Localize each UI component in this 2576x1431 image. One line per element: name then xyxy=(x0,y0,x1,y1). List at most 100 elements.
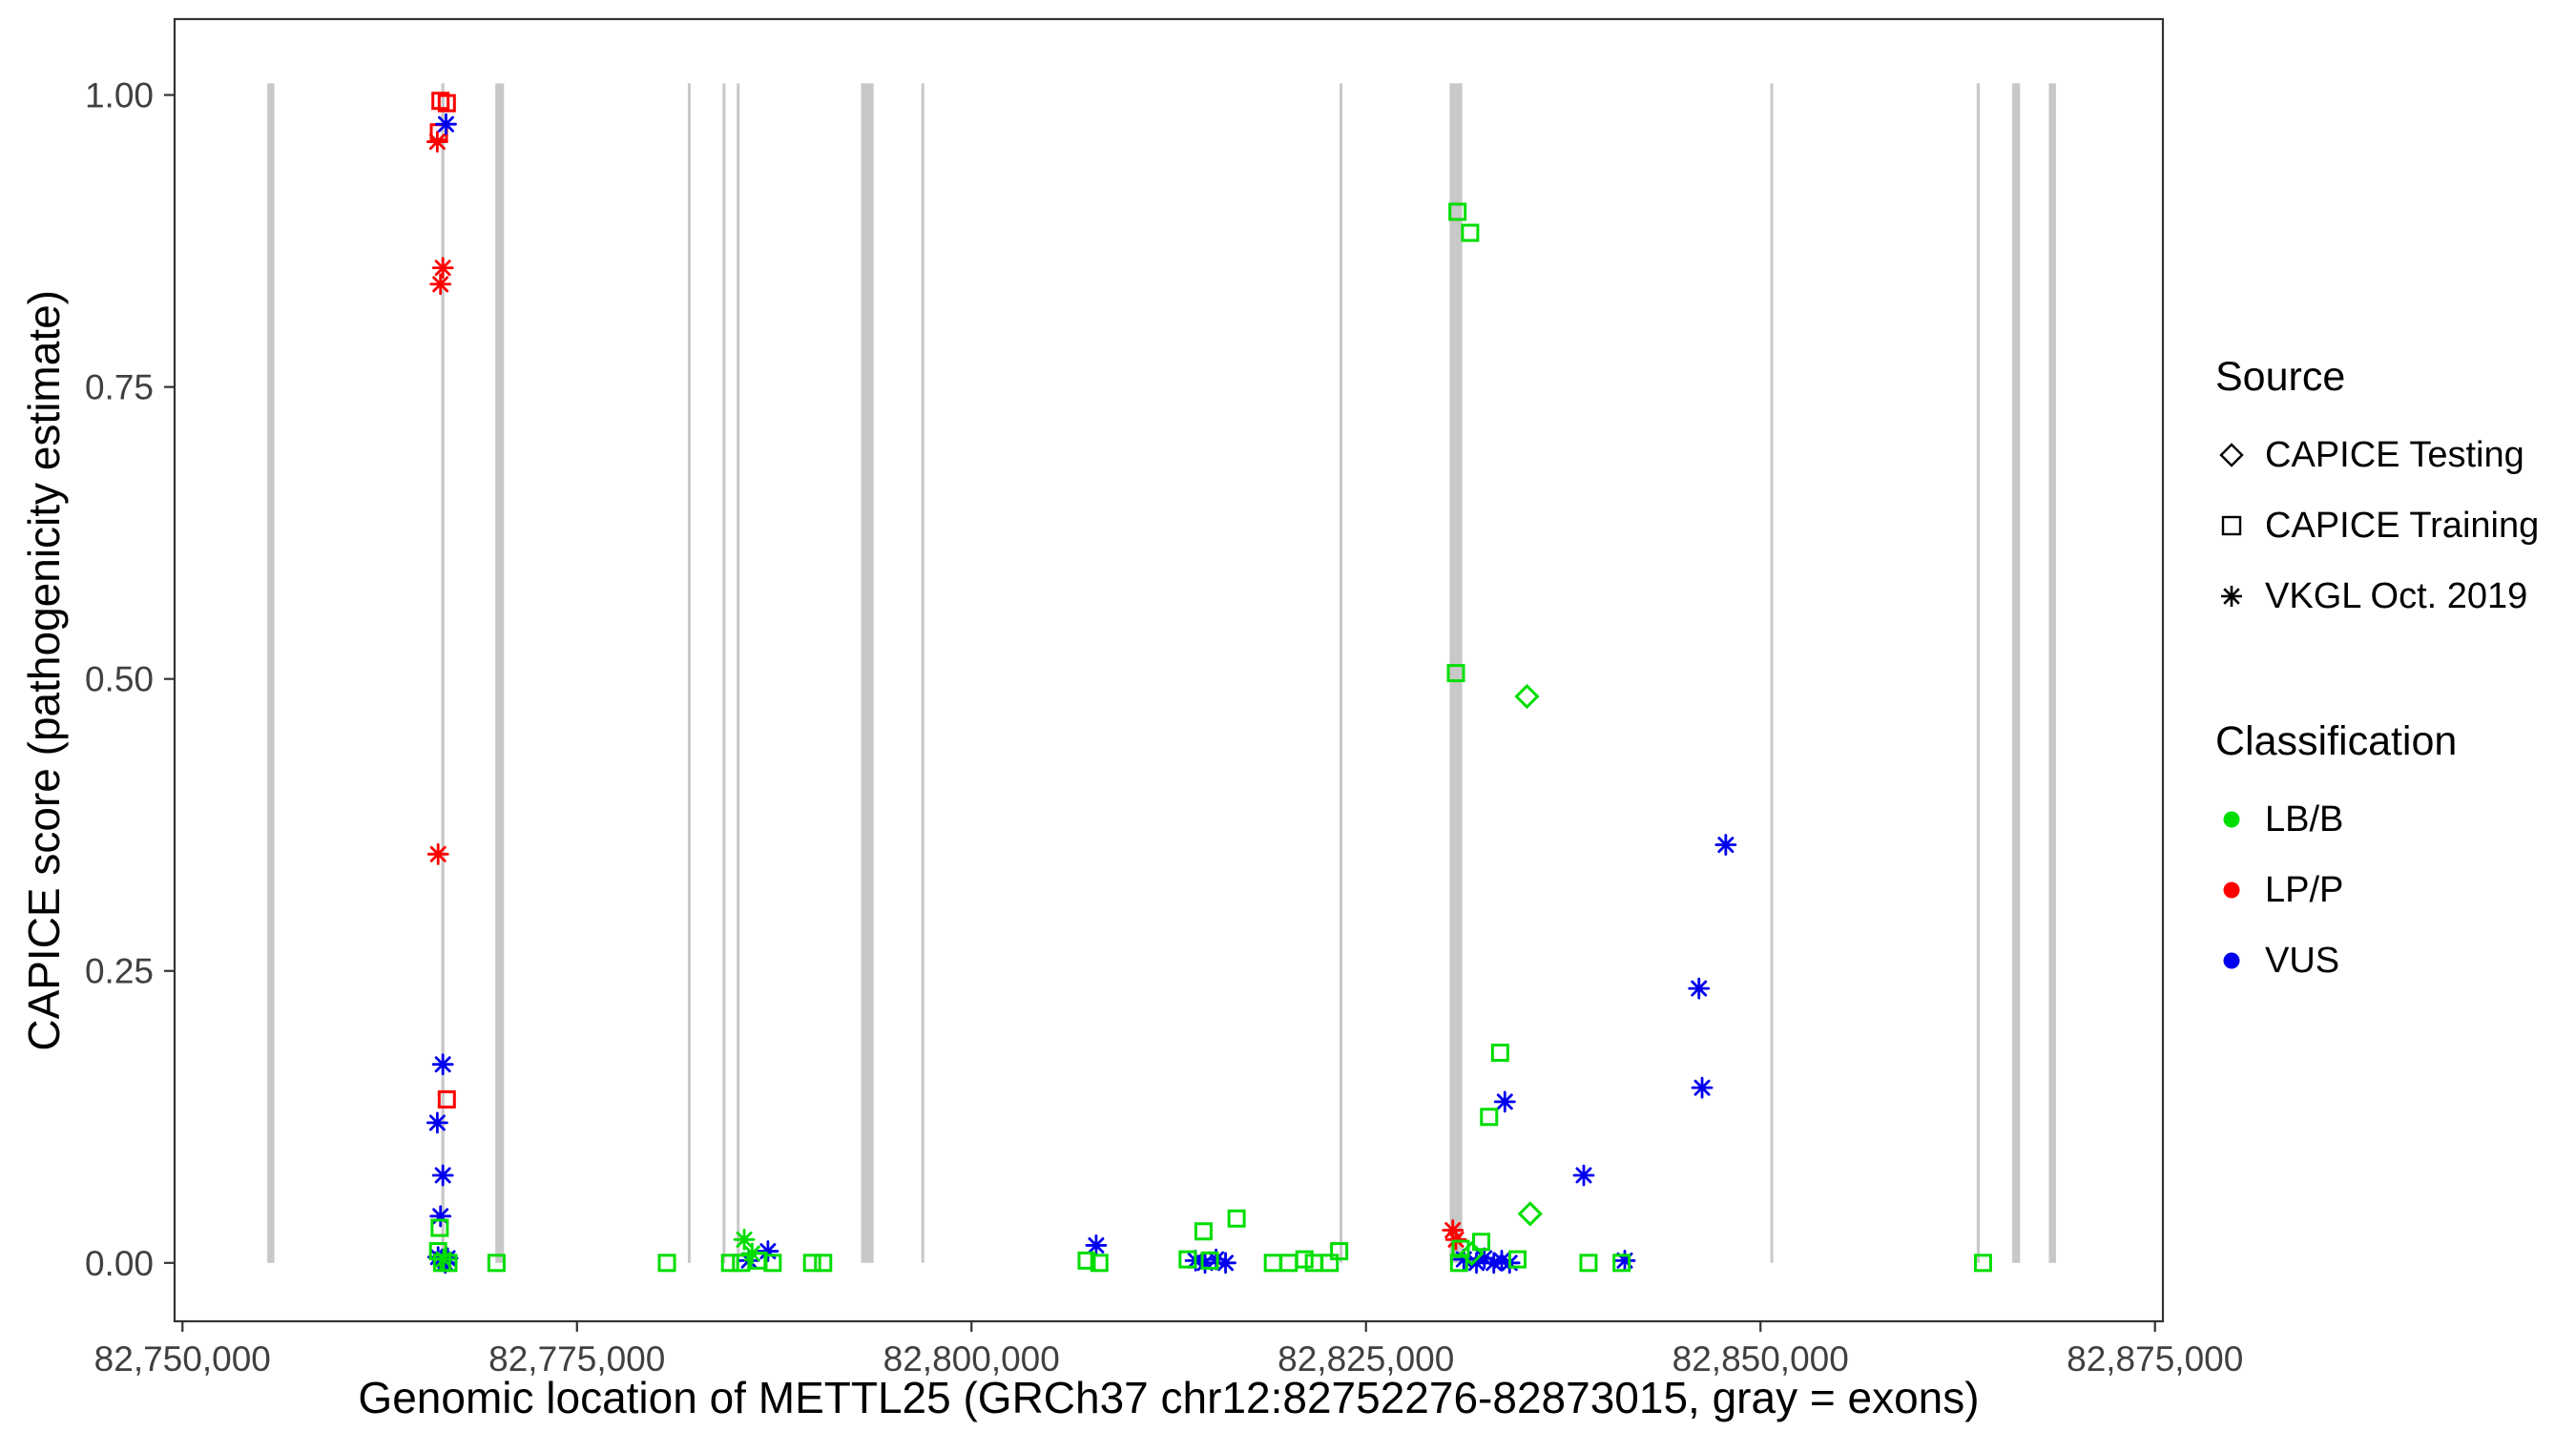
exon-bar xyxy=(2048,83,2056,1263)
legend-item-label: LB/B xyxy=(2265,798,2344,840)
point-training-square xyxy=(437,1089,456,1109)
point-vkgl-asterisk xyxy=(426,1111,448,1134)
exon-bar xyxy=(687,83,691,1263)
legend-item-capice-training: CAPICE Training xyxy=(2215,490,2568,561)
point-training-square xyxy=(1077,1251,1096,1270)
point-training-square xyxy=(437,93,456,113)
point-training-square xyxy=(1448,202,1467,221)
exon-bar xyxy=(1976,83,1981,1263)
x-axis-tick-label: 82,875,000 xyxy=(2067,1339,2243,1379)
point-testing-diamond xyxy=(1517,1201,1543,1227)
legend: Source CAPICE Testing CAPICE Training xyxy=(2215,351,2568,996)
point-training-square xyxy=(802,1254,821,1273)
exon-bar xyxy=(861,83,874,1263)
point-training-square xyxy=(1227,1209,1246,1228)
point-training-square xyxy=(1449,1254,1468,1273)
point-vkgl-asterisk xyxy=(1714,834,1737,856)
exon-bar xyxy=(1340,83,1343,1263)
point-training-square xyxy=(1320,1254,1340,1273)
legend-item-lbb: LB/B xyxy=(2215,784,2568,855)
y-axis-tick-label: 0.25 xyxy=(85,952,154,991)
point-vkgl-asterisk xyxy=(435,113,457,135)
point-training-square xyxy=(657,1254,676,1273)
point-training-square xyxy=(1178,1250,1197,1269)
y-axis-title-wrap: CAPICE score (pathogenicity estimate) xyxy=(13,19,74,1321)
legend-item-label: VKGL Oct. 2019 xyxy=(2265,575,2528,616)
point-vkgl-asterisk xyxy=(426,131,448,153)
point-training-square xyxy=(1508,1250,1527,1269)
point-vkgl-asterisk xyxy=(1691,1076,1714,1099)
square-icon xyxy=(2221,515,2242,536)
legend-classification-items: LB/B LP/P VUS xyxy=(2215,784,2568,996)
legend-item-label: VUS xyxy=(2265,940,2340,981)
exon-bar xyxy=(1449,83,1463,1263)
point-training-square xyxy=(1263,1254,1282,1273)
point-vkgl-asterisk xyxy=(432,1248,455,1271)
point-training-square xyxy=(1194,1222,1213,1241)
point-training-square xyxy=(487,1254,506,1273)
x-axis-tick-label: 82,750,000 xyxy=(94,1339,271,1379)
y-axis-tick-label: 1.00 xyxy=(85,76,154,115)
x-axis-title: Genomic location of METTL25 (GRCh37 chr1… xyxy=(358,1373,1980,1422)
legend-classification-title: Classification xyxy=(2215,718,2458,764)
diamond-icon xyxy=(2219,443,2244,467)
x-axis-tick-label: 82,850,000 xyxy=(1672,1339,1849,1379)
point-vkgl-asterisk xyxy=(431,1053,454,1076)
point-vkgl-asterisk xyxy=(1085,1234,1108,1256)
legend-item-vkgl: VKGL Oct. 2019 xyxy=(2215,561,2568,632)
legend-item-label: CAPICE Testing xyxy=(2265,434,2524,475)
point-training-square xyxy=(430,1218,449,1237)
point-training-square xyxy=(1090,1254,1109,1273)
point-training-square xyxy=(1480,1108,1499,1127)
legend-item-lpp: LP/P xyxy=(2215,855,2568,925)
blue-dot-icon xyxy=(2223,952,2240,969)
exon-bar xyxy=(267,83,275,1263)
point-vkgl-asterisk xyxy=(426,842,449,865)
point-training-square xyxy=(814,1254,833,1273)
point-training-square xyxy=(1471,1233,1490,1252)
red-dot-icon xyxy=(2223,881,2240,899)
point-vkgl-asterisk xyxy=(757,1240,779,1262)
exon-bar xyxy=(722,83,726,1263)
legend-item-label: LP/P xyxy=(2265,869,2344,910)
point-vkgl-asterisk xyxy=(431,1164,454,1187)
legend-source-items: CAPICE Testing CAPICE Training VKGL Oct.… xyxy=(2215,420,2568,632)
exon-bar xyxy=(495,83,505,1263)
point-training-square xyxy=(1295,1250,1314,1269)
point-training-square xyxy=(1446,664,1465,683)
exon-bar xyxy=(921,83,924,1263)
point-training-square xyxy=(732,1254,751,1273)
point-training-square xyxy=(1330,1242,1349,1261)
point-training-square xyxy=(720,1254,739,1273)
y-axis-tick-label: 0.50 xyxy=(85,660,154,699)
x-axis-tick-label: 82,800,000 xyxy=(883,1339,1060,1379)
point-vkgl-asterisk xyxy=(733,1228,756,1251)
point-training-square xyxy=(1279,1254,1298,1273)
point-vkgl-asterisk xyxy=(1493,1090,1516,1113)
panel-border xyxy=(173,17,2165,1323)
point-testing-diamond xyxy=(1514,683,1540,710)
point-training-square xyxy=(1973,1254,1992,1273)
exon-bar xyxy=(441,83,445,1263)
y-axis-tick-label: 0.00 xyxy=(85,1244,154,1283)
legend-source-title: Source xyxy=(2215,354,2346,400)
point-vkgl-asterisk xyxy=(1444,1228,1467,1251)
x-axis-tick-label: 82,825,000 xyxy=(1278,1339,1454,1379)
legend-item-vus: VUS xyxy=(2215,925,2568,996)
point-training-square xyxy=(1490,1043,1509,1062)
y-axis-tick-label: 0.75 xyxy=(85,368,154,407)
exon-bar xyxy=(2012,83,2021,1263)
point-training-square xyxy=(1461,223,1480,242)
exon-bar xyxy=(737,83,740,1263)
point-vkgl-asterisk xyxy=(1215,1252,1236,1275)
point-training-square xyxy=(1612,1254,1631,1273)
legend-item-capice-testing: CAPICE Testing xyxy=(2215,420,2568,490)
asterisk-icon xyxy=(2221,586,2242,607)
point-training-square xyxy=(763,1254,782,1273)
point-vkgl-asterisk xyxy=(1572,1164,1595,1187)
legend-item-label: CAPICE Training xyxy=(2265,505,2540,546)
point-training-square xyxy=(1200,1251,1219,1270)
point-training-square xyxy=(1579,1254,1598,1273)
point-vkgl-asterisk xyxy=(429,273,452,296)
